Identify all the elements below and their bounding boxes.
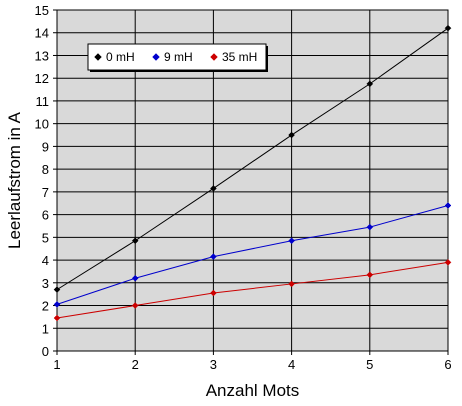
- legend-marker: [210, 53, 218, 61]
- legend-marker: [152, 53, 160, 61]
- series-line: [56, 205, 449, 305]
- data-point: [366, 271, 374, 279]
- y-tick-label: 5: [42, 230, 49, 245]
- data-point: [444, 24, 452, 32]
- legend: 0 mH 9 mH 35 mH: [87, 43, 268, 72]
- y-tick-label: 10: [35, 117, 49, 132]
- legend-label: 0 mH: [106, 50, 135, 64]
- y-tick-label: 14: [35, 26, 49, 41]
- data-point: [210, 253, 217, 261]
- data-point: [131, 237, 139, 245]
- y-tick-label: 9: [42, 139, 49, 154]
- data-point: [366, 80, 374, 88]
- y-tick-label: 7: [42, 185, 49, 200]
- y-tick-label: 8: [42, 162, 49, 177]
- y-tick-label: 4: [42, 253, 49, 268]
- legend-marker: [94, 53, 102, 61]
- data-point: [444, 202, 452, 209]
- y-tick-label: 13: [35, 48, 49, 63]
- x-axis-title: Anzahl Mots: [206, 381, 300, 400]
- y-tick-label: 6: [42, 208, 49, 223]
- y-tick-label: 15: [35, 3, 49, 18]
- data-point: [288, 237, 295, 245]
- series-line: [56, 27, 449, 291]
- data-point: [131, 302, 139, 309]
- legend-label: 9 mH: [164, 50, 193, 64]
- series-line: [56, 261, 449, 319]
- data-point: [131, 274, 139, 282]
- x-tick-label: 1: [53, 357, 60, 372]
- y-tick-label: 3: [42, 276, 49, 291]
- data-point: [53, 301, 61, 308]
- data-point: [53, 314, 61, 322]
- y-tick-label: 0: [42, 344, 49, 359]
- x-tick-label: 3: [210, 357, 217, 372]
- legend-label: 35 mH: [222, 50, 257, 64]
- y-tick-label: 11: [36, 94, 50, 109]
- data-point: [210, 185, 217, 192]
- plot-border: [56, 9, 449, 352]
- data-point: [210, 289, 217, 297]
- data-point: [53, 286, 61, 293]
- y-axis-title: Leerlaufstrom in A: [5, 111, 24, 249]
- x-tick-label: 5: [366, 357, 373, 372]
- y-tick-label: 1: [42, 321, 49, 336]
- data-point: [288, 131, 295, 139]
- data-point: [288, 280, 295, 288]
- x-tick-label: 2: [132, 357, 139, 372]
- x-tick-label: 6: [444, 357, 451, 372]
- legend-box: [87, 43, 267, 71]
- data-point: [366, 223, 374, 231]
- y-tick-label: 2: [42, 299, 49, 314]
- x-tick-label: 4: [288, 357, 295, 372]
- y-tick-label: 12: [35, 71, 49, 86]
- data-point: [444, 258, 452, 266]
